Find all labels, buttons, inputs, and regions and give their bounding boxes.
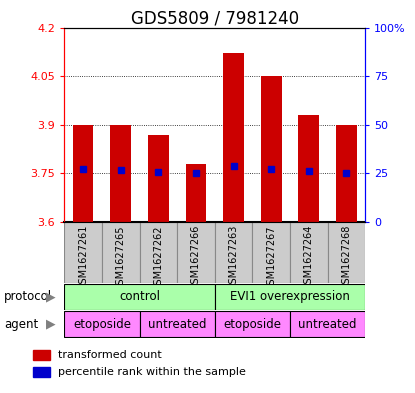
Text: control: control	[119, 290, 160, 303]
Text: untreated: untreated	[148, 318, 206, 331]
Text: GSM1627268: GSM1627268	[342, 225, 352, 290]
FancyBboxPatch shape	[64, 283, 215, 310]
Text: ▶: ▶	[46, 290, 56, 303]
Bar	[186, 164, 206, 222]
FancyBboxPatch shape	[64, 222, 102, 283]
Text: ▶: ▶	[46, 318, 56, 331]
Bar	[298, 115, 319, 222]
Text: GSM1627261: GSM1627261	[78, 225, 88, 290]
Bar	[110, 125, 131, 222]
Title: GDS5809 / 7981240: GDS5809 / 7981240	[131, 9, 299, 28]
FancyBboxPatch shape	[215, 311, 290, 338]
Text: etoposide: etoposide	[73, 318, 131, 331]
FancyBboxPatch shape	[64, 311, 139, 338]
FancyBboxPatch shape	[252, 222, 290, 283]
Bar	[33, 350, 50, 360]
Text: GSM1627263: GSM1627263	[229, 225, 239, 290]
Bar	[261, 76, 281, 222]
FancyBboxPatch shape	[102, 222, 139, 283]
FancyBboxPatch shape	[215, 222, 252, 283]
FancyBboxPatch shape	[290, 222, 327, 283]
Text: etoposide: etoposide	[223, 318, 281, 331]
FancyBboxPatch shape	[139, 311, 215, 338]
FancyBboxPatch shape	[290, 311, 365, 338]
Text: untreated: untreated	[298, 318, 357, 331]
Text: agent: agent	[4, 318, 39, 331]
Text: GSM1627264: GSM1627264	[304, 225, 314, 290]
Bar	[148, 134, 168, 222]
FancyBboxPatch shape	[139, 222, 177, 283]
Bar	[223, 53, 244, 222]
Text: EVI1 overexpression: EVI1 overexpression	[230, 290, 350, 303]
Text: GSM1627267: GSM1627267	[266, 225, 276, 290]
Text: protocol: protocol	[4, 290, 52, 303]
Bar	[33, 367, 50, 377]
FancyBboxPatch shape	[327, 222, 365, 283]
Text: transformed count: transformed count	[58, 350, 162, 360]
Text: GSM1627262: GSM1627262	[154, 225, 164, 290]
Bar	[336, 125, 357, 222]
Text: GSM1627265: GSM1627265	[116, 225, 126, 290]
Text: GSM1627266: GSM1627266	[191, 225, 201, 290]
FancyBboxPatch shape	[177, 222, 215, 283]
Text: percentile rank within the sample: percentile rank within the sample	[58, 367, 246, 377]
FancyBboxPatch shape	[215, 283, 365, 310]
Bar	[73, 125, 93, 222]
